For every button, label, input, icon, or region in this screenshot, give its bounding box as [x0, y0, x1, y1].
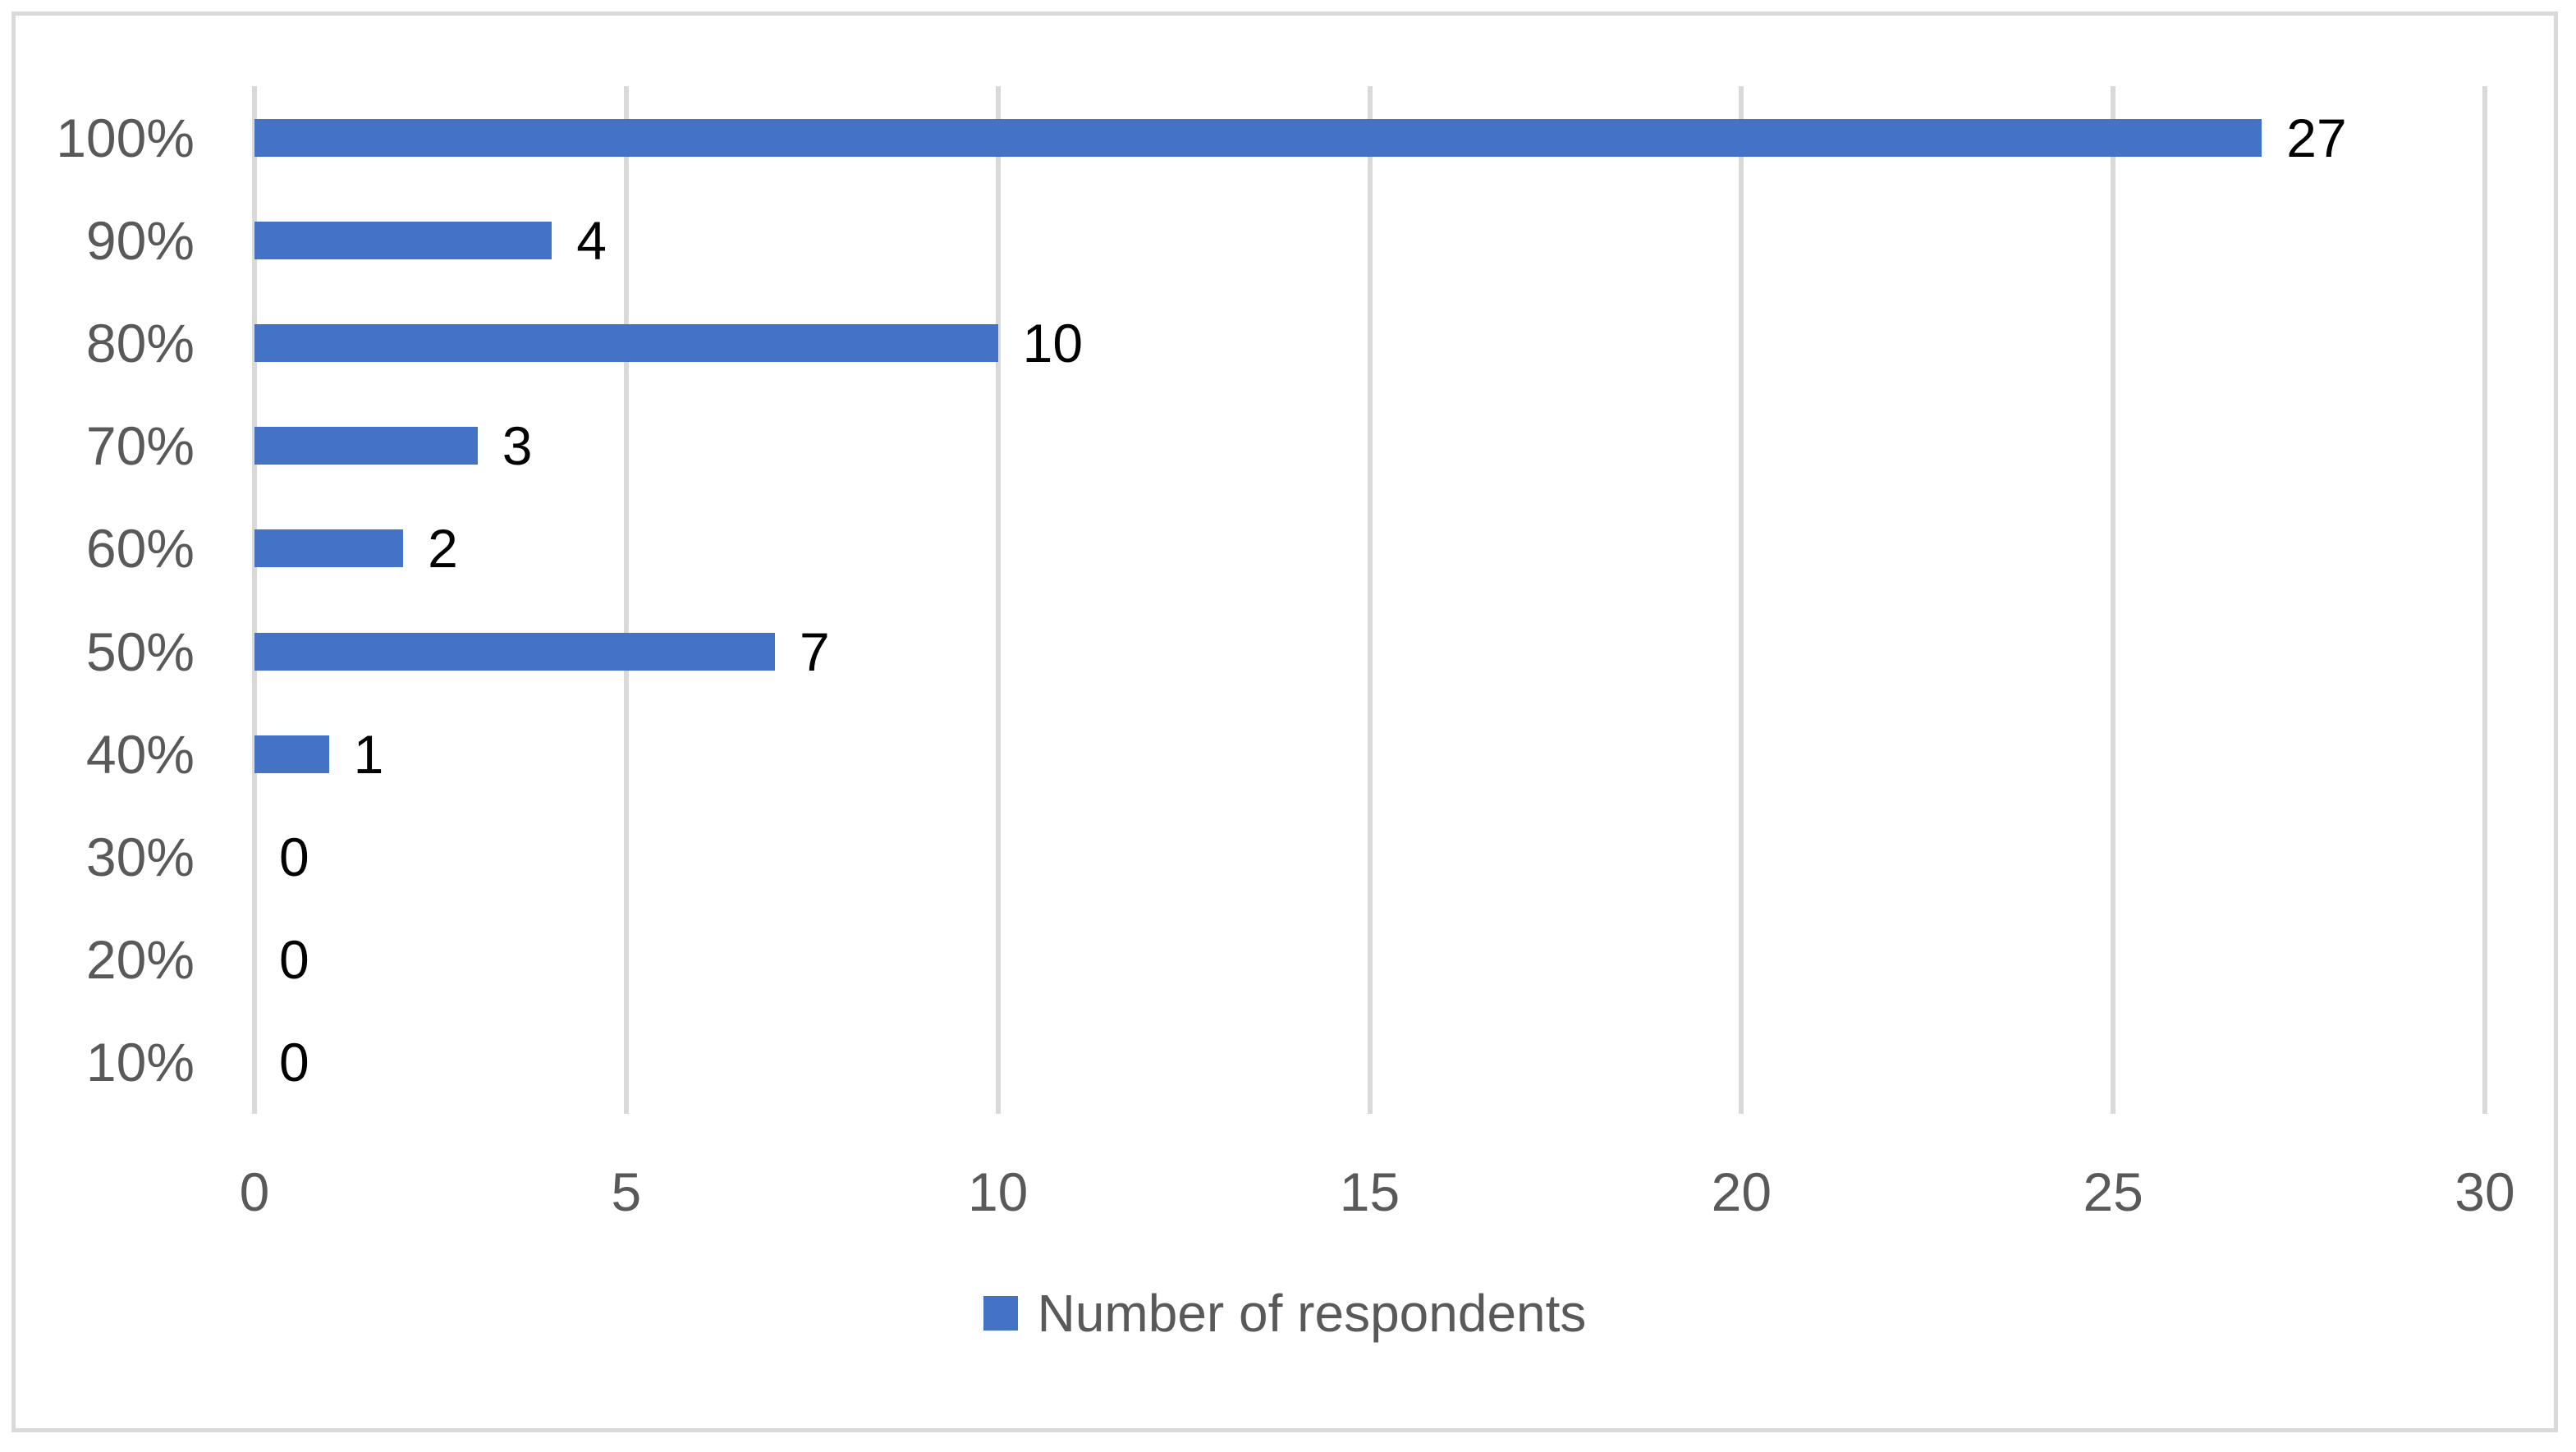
gridline	[2482, 86, 2487, 1114]
gridline	[1739, 86, 1744, 1114]
bar	[254, 118, 2262, 157]
chart-border-frame: 0 5 10 15 20 25 30 100% 27 90% 4 80% 10 70% 3 60% 2 50% 7 4…	[11, 11, 2558, 1432]
bar-row: 50% 7	[86, 600, 2485, 703]
x-axis-tick-label: 15	[1339, 1161, 1400, 1222]
bar	[254, 529, 404, 568]
category-label: 80%	[85, 312, 195, 373]
value-label: 0	[279, 1032, 309, 1093]
bar-row: 90% 4	[86, 189, 2485, 291]
category-label: 60%	[85, 518, 195, 579]
gridline	[623, 86, 629, 1114]
x-axis-tick-label: 0	[239, 1161, 270, 1222]
bar	[254, 427, 478, 465]
value-label: 2	[428, 518, 458, 579]
value-label: 0	[279, 929, 309, 991]
x-axis-tick-label: 10	[967, 1161, 1029, 1222]
bar-row: 30% 0	[86, 805, 2485, 908]
gridline	[252, 86, 257, 1114]
gridline	[1367, 86, 1373, 1114]
legend: Number of respondents	[16, 1287, 2554, 1340]
value-label: 3	[502, 415, 533, 477]
category-label: 40%	[85, 723, 195, 785]
bar	[254, 632, 775, 671]
bar-row: 20% 0	[86, 909, 2485, 1011]
bar	[254, 323, 998, 362]
legend-label: Number of respondents	[1037, 1284, 1587, 1343]
category-label: 20%	[85, 929, 195, 991]
category-label: 100%	[56, 107, 195, 168]
value-label: 7	[799, 621, 830, 682]
plot-area: 0 5 10 15 20 25 30 100% 27 90% 4 80% 10 70% 3 60% 2 50% 7 4…	[56, 86, 2515, 1219]
category-label: 50%	[85, 621, 195, 682]
bar-row: 10% 0	[86, 1011, 2485, 1114]
value-label: 10	[1022, 312, 1084, 373]
bar-row: 80% 10	[86, 291, 2485, 394]
category-label: 10%	[85, 1032, 195, 1093]
category-label: 90%	[85, 209, 195, 271]
bar-row: 40% 1	[86, 703, 2485, 805]
x-axis-tick-label: 20	[1711, 1161, 1772, 1222]
bar-row: 70% 3	[86, 395, 2485, 497]
value-label: 1	[353, 723, 384, 785]
bar-row: 60% 2	[86, 497, 2485, 600]
category-label: 30%	[85, 826, 195, 887]
bar-row: 100% 27	[56, 86, 2485, 189]
category-label: 70%	[85, 415, 195, 477]
x-axis-tick-label: 30	[2455, 1161, 2515, 1222]
gridline	[2111, 86, 2116, 1114]
value-label: 4	[576, 209, 607, 271]
bar	[254, 735, 329, 773]
legend-swatch-icon	[983, 1296, 1018, 1331]
value-label: 0	[279, 826, 309, 887]
value-label: 27	[2286, 107, 2347, 168]
x-axis-tick-label: 5	[611, 1161, 642, 1222]
bar	[254, 221, 552, 259]
x-axis-tick-label: 25	[2083, 1161, 2143, 1222]
gridline	[995, 86, 1001, 1114]
